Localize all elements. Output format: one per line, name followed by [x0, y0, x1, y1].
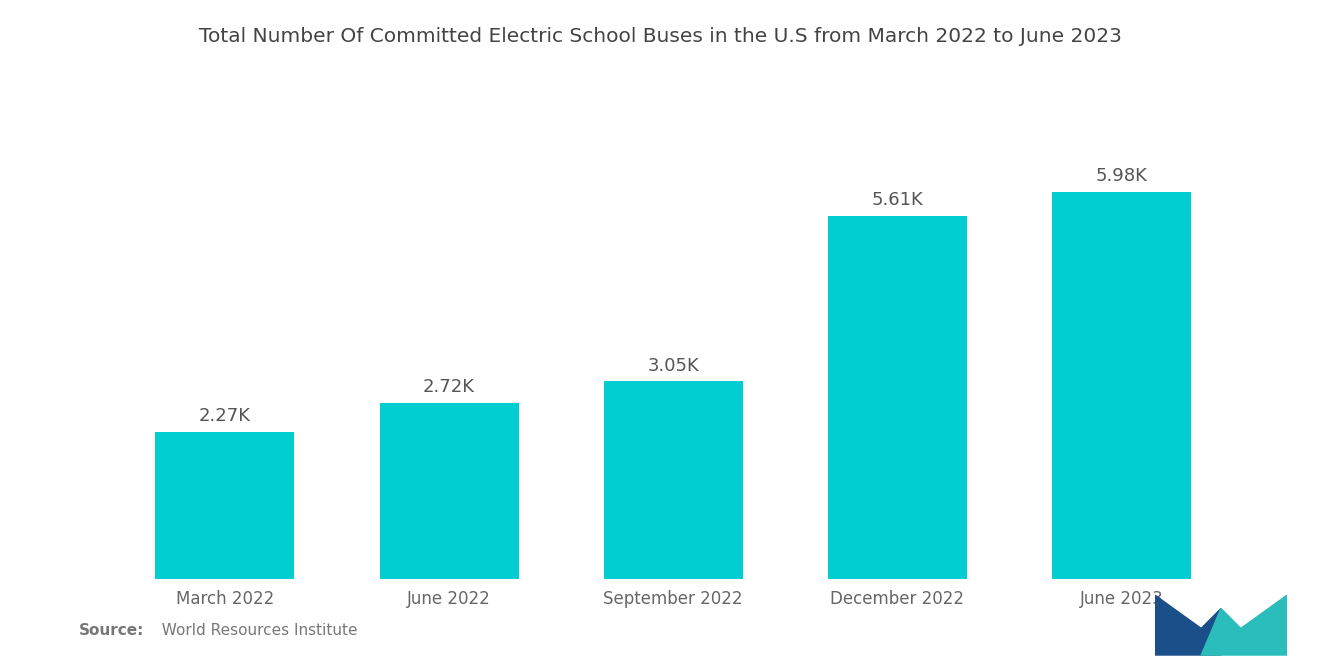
Text: Source:: Source:: [79, 623, 145, 638]
Bar: [828, 216, 966, 579]
Text: 5.61K: 5.61K: [871, 192, 923, 209]
Text: 2.27K: 2.27K: [199, 408, 251, 426]
Text: Total Number Of Committed Electric School Buses in the U.S from March 2022 to Ju: Total Number Of Committed Electric Schoo…: [198, 27, 1122, 46]
Bar: [1052, 192, 1191, 579]
Polygon shape: [1155, 595, 1221, 655]
Bar: [380, 403, 519, 579]
Text: 3.05K: 3.05K: [647, 357, 700, 375]
Text: 5.98K: 5.98K: [1096, 168, 1147, 186]
Text: World Resources Institute: World Resources Institute: [152, 623, 358, 638]
Text: 2.72K: 2.72K: [422, 378, 475, 396]
Polygon shape: [1201, 595, 1287, 655]
Bar: [603, 381, 743, 579]
Bar: [156, 432, 294, 579]
